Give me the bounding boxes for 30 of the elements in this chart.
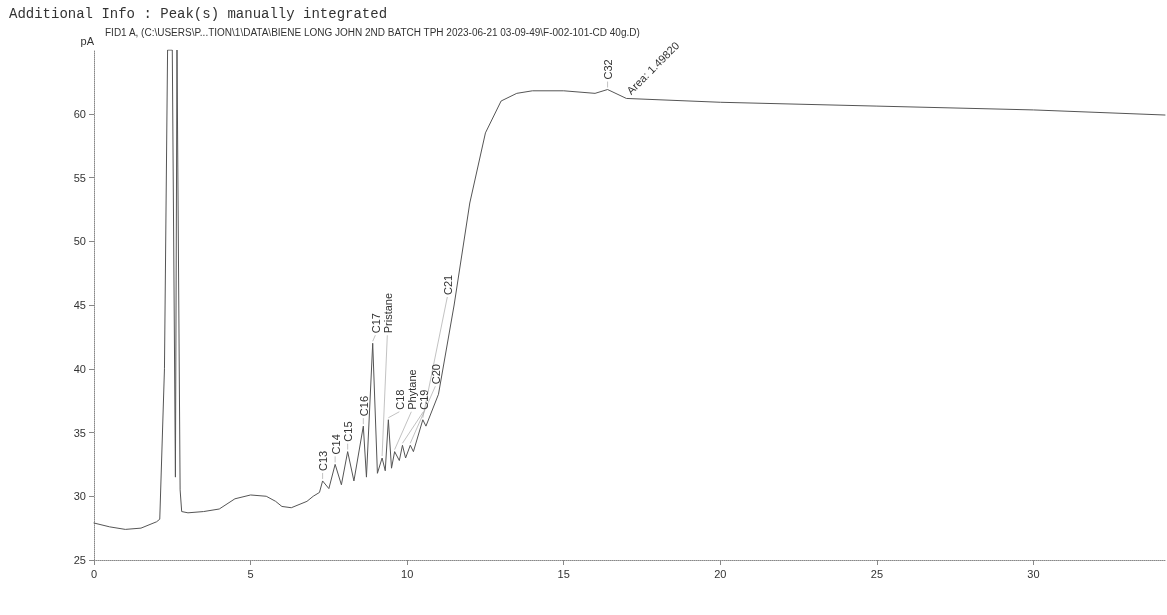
- annotation: C13: [317, 450, 330, 471]
- y-tick-label: 60: [73, 107, 86, 120]
- x-tick-label: 15: [557, 567, 570, 580]
- x-tick-label: 0: [90, 567, 98, 580]
- y-tick-label: 30: [73, 490, 86, 503]
- x-tick-label: 5: [247, 567, 254, 580]
- x-tick-label: 10: [401, 567, 414, 580]
- y-tick-label: 35: [73, 426, 86, 439]
- x-tick-label: 25: [870, 567, 884, 580]
- annotation: Phytane: [405, 369, 418, 410]
- annotation: Pristane: [381, 292, 394, 334]
- annotation: C14: [329, 434, 342, 455]
- annotation: C16: [357, 395, 370, 417]
- y-tick-label: 45: [73, 299, 86, 311]
- y-tick-label: 25: [73, 554, 86, 566]
- chart-subtitle: FID1 A, (C:\USERS\P...TION\1\DATA\BIENE LONG JOHN 2ND BATCH TPH 2023-06-21 03-09-49\F-002-101-CD 40g.D): [105, 26, 640, 38]
- y-axis-title: pA: [80, 34, 95, 47]
- annotation: C15: [342, 421, 355, 442]
- annotation: C21: [441, 274, 454, 295]
- x-tick-label: 30: [1027, 567, 1040, 580]
- y-tick-label: 40: [73, 362, 86, 375]
- y-tick-label: 50: [73, 235, 86, 248]
- x-tick-label: 20: [714, 567, 727, 580]
- annotation: C32: [602, 59, 615, 80]
- annotation: C18: [393, 389, 406, 410]
- annotation: C20: [429, 364, 442, 385]
- annotation: C17: [369, 313, 382, 334]
- annotation: C19: [417, 389, 430, 410]
- y-tick-label: 55: [73, 171, 86, 184]
- chart-title: Additional Info : Peak(s) manually integrated: [9, 6, 388, 22]
